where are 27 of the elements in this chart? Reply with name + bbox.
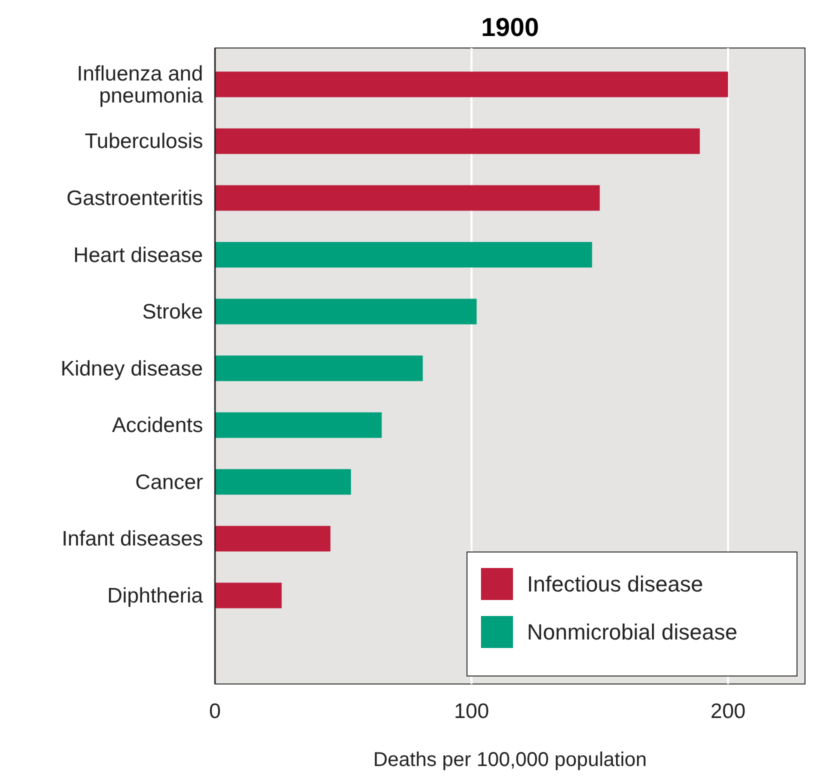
bar: [215, 298, 477, 324]
bar: [215, 356, 423, 382]
y-tick-label: Influenza and pneumonia: [76, 62, 204, 107]
x-tick-label: 0: [209, 700, 221, 723]
y-tick-label: Heart disease: [73, 243, 203, 266]
legend-label: Infectious disease: [527, 572, 704, 596]
y-tick-label: Tuberculosis: [84, 130, 203, 153]
bar: [215, 412, 382, 438]
bar: [215, 582, 282, 608]
chart-title: 1900: [481, 12, 539, 42]
bar: [215, 526, 330, 552]
y-tick-label: Gastroenteritis: [66, 186, 203, 210]
bar: [215, 469, 351, 495]
bar: [215, 242, 592, 268]
x-axis-title: Deaths per 100,000 population: [373, 749, 647, 771]
bar: [215, 128, 700, 154]
y-tick-label: Accidents: [112, 414, 203, 437]
y-tick-label: Cancer: [135, 470, 203, 494]
x-tick-label: 200: [710, 700, 746, 723]
x-tick-label: 100: [454, 700, 490, 723]
y-tick-label: Stroke: [142, 300, 203, 324]
y-tick-label: Kidney disease: [60, 356, 203, 380]
bar: [215, 72, 728, 98]
y-tick-label: Infant diseases: [62, 527, 203, 550]
y-tick-label: Diphtheria: [107, 584, 204, 607]
bar: [215, 185, 600, 211]
legend-label: Nonmicrobial disease: [527, 620, 738, 644]
